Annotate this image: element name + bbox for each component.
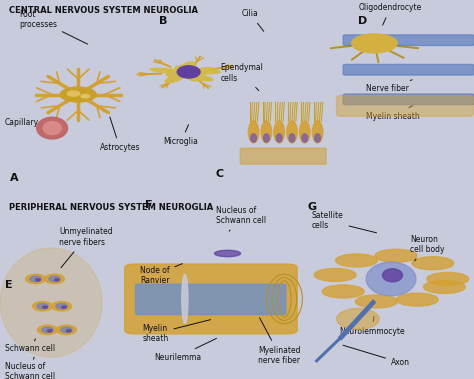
Ellipse shape [322, 285, 364, 298]
Ellipse shape [37, 325, 57, 335]
Ellipse shape [0, 248, 102, 357]
Text: Myelin sheath: Myelin sheath [366, 106, 420, 121]
Text: A: A [9, 173, 18, 183]
Ellipse shape [375, 249, 417, 262]
Circle shape [60, 87, 96, 102]
Ellipse shape [300, 121, 310, 143]
Text: Myelinated
nerve fiber: Myelinated nerve fiber [258, 318, 301, 365]
Ellipse shape [43, 306, 47, 309]
Text: Astrocytes: Astrocytes [100, 117, 140, 152]
Ellipse shape [52, 302, 72, 311]
Text: C: C [216, 169, 224, 179]
Ellipse shape [49, 276, 60, 282]
Text: D: D [358, 16, 367, 26]
Text: Neurilemma: Neurilemma [154, 338, 217, 362]
Text: G: G [307, 202, 316, 212]
Text: Oligodendrocyte: Oligodendrocyte [359, 3, 422, 25]
Ellipse shape [366, 262, 416, 296]
Text: Cilia: Cilia [242, 9, 264, 31]
Text: F: F [145, 200, 152, 210]
Ellipse shape [302, 134, 308, 142]
Ellipse shape [177, 66, 200, 78]
Ellipse shape [55, 279, 59, 281]
Ellipse shape [287, 121, 297, 143]
Text: Nucleus of
Schwann cell: Nucleus of Schwann cell [216, 205, 266, 231]
Ellipse shape [356, 295, 397, 308]
Ellipse shape [47, 330, 52, 332]
Ellipse shape [66, 330, 71, 332]
Text: Microglia: Microglia [164, 125, 199, 146]
Text: Axon: Axon [343, 345, 410, 367]
Text: Node of
Ranvier: Node of Ranvier [140, 264, 182, 285]
Ellipse shape [289, 134, 295, 142]
Text: CENTRAL NERVOUS SYSTEM NEUROGLIA: CENTRAL NERVOUS SYSTEM NEUROGLIA [9, 6, 199, 15]
Ellipse shape [261, 121, 272, 143]
Ellipse shape [182, 274, 188, 324]
Ellipse shape [37, 304, 48, 309]
Ellipse shape [427, 273, 469, 285]
Ellipse shape [43, 122, 61, 135]
Ellipse shape [36, 279, 40, 281]
Text: Unmyelinated
nerve fibers: Unmyelinated nerve fibers [59, 227, 113, 268]
FancyBboxPatch shape [343, 94, 474, 105]
Text: Foot
processes: Foot processes [19, 10, 88, 44]
Text: Satellite
cells: Satellite cells [312, 211, 376, 233]
Ellipse shape [56, 304, 67, 309]
Ellipse shape [62, 306, 66, 309]
Ellipse shape [336, 254, 377, 267]
Ellipse shape [45, 274, 64, 283]
Ellipse shape [423, 280, 465, 293]
FancyBboxPatch shape [337, 96, 473, 116]
Ellipse shape [396, 293, 438, 306]
Ellipse shape [56, 325, 76, 335]
FancyBboxPatch shape [125, 264, 297, 334]
Ellipse shape [383, 269, 402, 282]
Ellipse shape [248, 121, 259, 143]
Ellipse shape [61, 327, 72, 333]
Ellipse shape [312, 121, 323, 143]
Text: Capillary: Capillary [5, 118, 44, 131]
Text: Schwann cell: Schwann cell [5, 339, 55, 352]
Ellipse shape [314, 268, 356, 281]
Ellipse shape [276, 134, 282, 142]
Circle shape [352, 34, 397, 53]
Ellipse shape [315, 134, 320, 142]
FancyBboxPatch shape [343, 35, 474, 45]
Ellipse shape [251, 134, 256, 142]
Text: Nerve fiber: Nerve fiber [366, 80, 412, 93]
Text: Neurolemmocyte: Neurolemmocyte [339, 316, 404, 336]
Text: E: E [5, 280, 12, 290]
Ellipse shape [42, 327, 53, 333]
Ellipse shape [412, 257, 454, 270]
FancyBboxPatch shape [240, 148, 326, 164]
Ellipse shape [26, 274, 46, 283]
Text: PERIPHERAL NERVOUS SYSTEM NEUROGLIA: PERIPHERAL NERVOUS SYSTEM NEUROGLIA [9, 202, 214, 211]
Text: Neuron
cell body: Neuron cell body [410, 235, 445, 261]
Ellipse shape [30, 276, 41, 282]
Circle shape [67, 91, 80, 96]
Text: Nucleus of
Schwann cell: Nucleus of Schwann cell [5, 357, 55, 379]
Ellipse shape [33, 302, 53, 311]
Text: Myelin
sheath: Myelin sheath [142, 319, 210, 343]
Text: B: B [159, 16, 167, 26]
Ellipse shape [264, 134, 269, 142]
Ellipse shape [214, 250, 240, 257]
Ellipse shape [274, 121, 284, 143]
FancyBboxPatch shape [136, 284, 286, 315]
Ellipse shape [37, 117, 68, 139]
Ellipse shape [337, 309, 379, 329]
Text: Ependymal
cells: Ependymal cells [220, 63, 263, 91]
Polygon shape [150, 62, 220, 83]
FancyBboxPatch shape [343, 64, 474, 75]
Circle shape [81, 94, 90, 98]
